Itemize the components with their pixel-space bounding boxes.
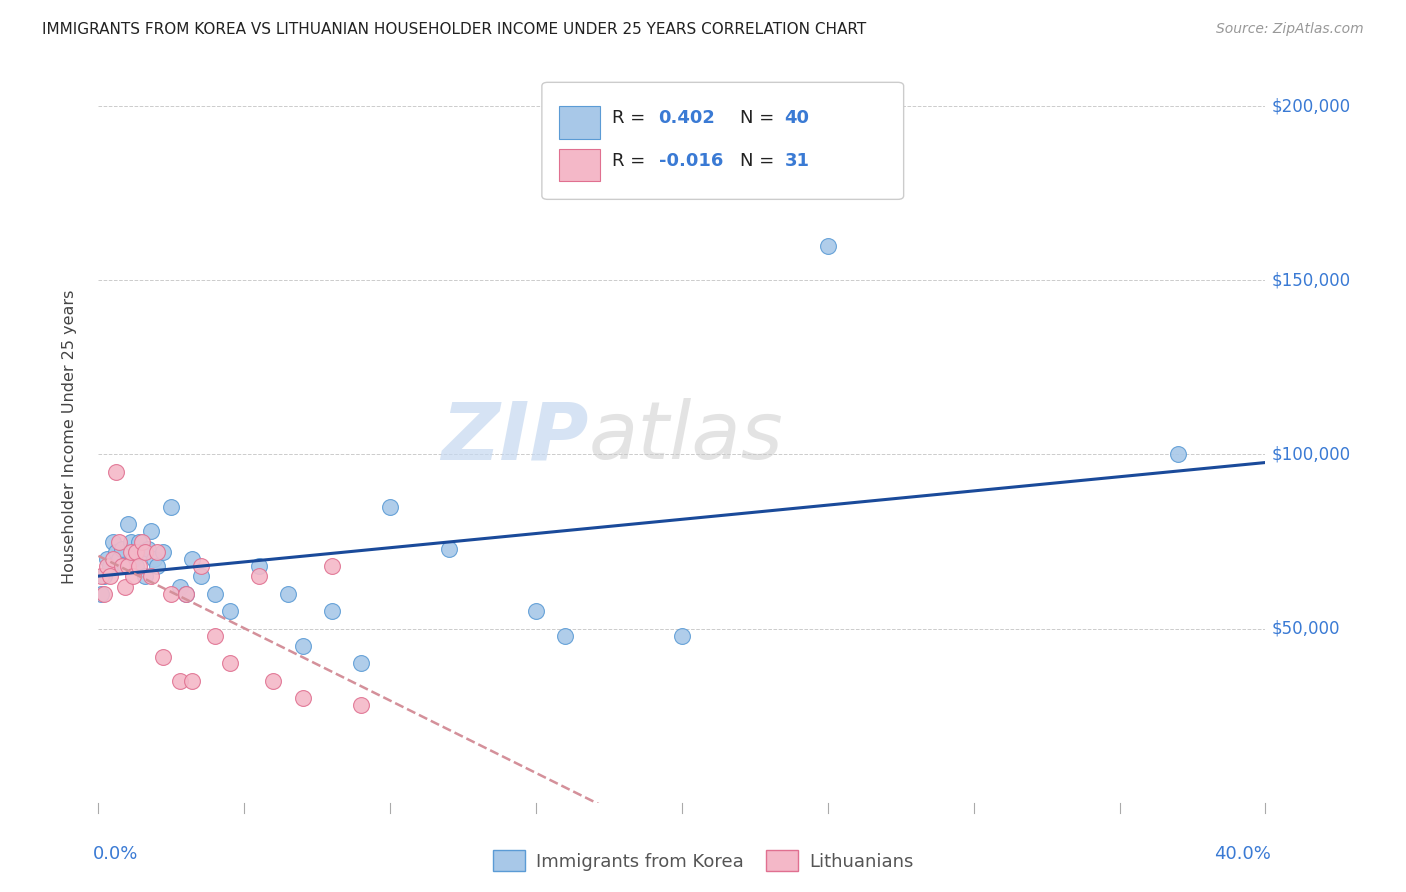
Point — [134, 569, 156, 583]
Point — [120, 545, 142, 559]
Point — [247, 569, 270, 583]
Text: 0.0%: 0.0% — [93, 845, 138, 863]
Point — [190, 558, 212, 573]
Point — [139, 524, 162, 538]
Point — [139, 569, 162, 583]
Point — [380, 500, 402, 514]
Text: -0.016: -0.016 — [658, 152, 723, 170]
Point — [117, 517, 139, 532]
Point — [125, 545, 148, 559]
Text: $150,000: $150,000 — [1271, 271, 1350, 289]
Point — [93, 587, 115, 601]
Point — [90, 569, 112, 583]
Point — [671, 629, 693, 643]
Point — [218, 604, 240, 618]
Point — [96, 558, 118, 573]
Point — [114, 580, 136, 594]
Point — [122, 569, 145, 583]
Point — [204, 587, 226, 601]
Point — [160, 587, 183, 601]
Point — [180, 673, 202, 688]
Point — [117, 558, 139, 573]
Text: IMMIGRANTS FROM KOREA VS LITHUANIAN HOUSEHOLDER INCOME UNDER 25 YEARS CORRELATIO: IMMIGRANTS FROM KOREA VS LITHUANIAN HOUS… — [42, 22, 866, 37]
Text: Source: ZipAtlas.com: Source: ZipAtlas.com — [1216, 22, 1364, 37]
Point — [174, 587, 197, 601]
Point — [321, 604, 343, 618]
Point — [190, 569, 212, 583]
Point — [152, 649, 174, 664]
Point — [169, 580, 191, 594]
Text: ZIP: ZIP — [441, 398, 589, 476]
Point — [350, 698, 373, 713]
Point — [104, 465, 127, 479]
Point — [174, 587, 197, 601]
Text: N =: N = — [741, 152, 775, 170]
Text: 40: 40 — [785, 109, 810, 128]
Point — [114, 558, 136, 573]
Point — [128, 534, 150, 549]
Point — [131, 545, 153, 559]
Point — [108, 552, 131, 566]
Text: $50,000: $50,000 — [1271, 620, 1340, 638]
Point — [96, 552, 118, 566]
Point — [169, 673, 191, 688]
Point — [1167, 448, 1189, 462]
Point — [111, 541, 134, 556]
Point — [131, 534, 153, 549]
Text: 31: 31 — [785, 152, 810, 170]
FancyBboxPatch shape — [541, 82, 904, 200]
Point — [321, 558, 343, 573]
Point — [122, 552, 145, 566]
Text: $100,000: $100,000 — [1271, 445, 1350, 464]
Legend: Immigrants from Korea, Lithuanians: Immigrants from Korea, Lithuanians — [485, 843, 921, 879]
Point — [111, 558, 134, 573]
Point — [180, 552, 202, 566]
Point — [146, 545, 169, 559]
Point — [146, 558, 169, 573]
Point — [134, 545, 156, 559]
Point — [90, 587, 112, 601]
Text: 0.402: 0.402 — [658, 109, 716, 128]
Point — [437, 541, 460, 556]
Point — [277, 587, 299, 601]
Text: N =: N = — [741, 109, 775, 128]
Point — [247, 558, 270, 573]
FancyBboxPatch shape — [560, 106, 600, 138]
Point — [204, 629, 226, 643]
Point — [524, 604, 547, 618]
Point — [93, 569, 115, 583]
Point — [120, 534, 142, 549]
Point — [98, 569, 121, 583]
FancyBboxPatch shape — [560, 149, 600, 181]
Point — [350, 657, 373, 671]
Point — [128, 558, 150, 573]
Point — [108, 534, 131, 549]
Text: R =: R = — [612, 109, 645, 128]
Point — [104, 545, 127, 559]
Point — [817, 238, 839, 252]
Point — [125, 558, 148, 573]
Text: atlas: atlas — [589, 398, 783, 476]
Point — [101, 534, 124, 549]
Point — [101, 552, 124, 566]
Point — [142, 552, 165, 566]
Point — [136, 541, 159, 556]
Text: 40.0%: 40.0% — [1215, 845, 1271, 863]
Text: $200,000: $200,000 — [1271, 97, 1350, 115]
Point — [218, 657, 240, 671]
Point — [98, 558, 121, 573]
Point — [152, 545, 174, 559]
Point — [291, 639, 314, 653]
Point — [262, 673, 284, 688]
Point — [291, 691, 314, 706]
Text: Householder Income Under 25 years: Householder Income Under 25 years — [62, 290, 77, 584]
Point — [554, 629, 576, 643]
Text: R =: R = — [612, 152, 645, 170]
Point — [160, 500, 183, 514]
